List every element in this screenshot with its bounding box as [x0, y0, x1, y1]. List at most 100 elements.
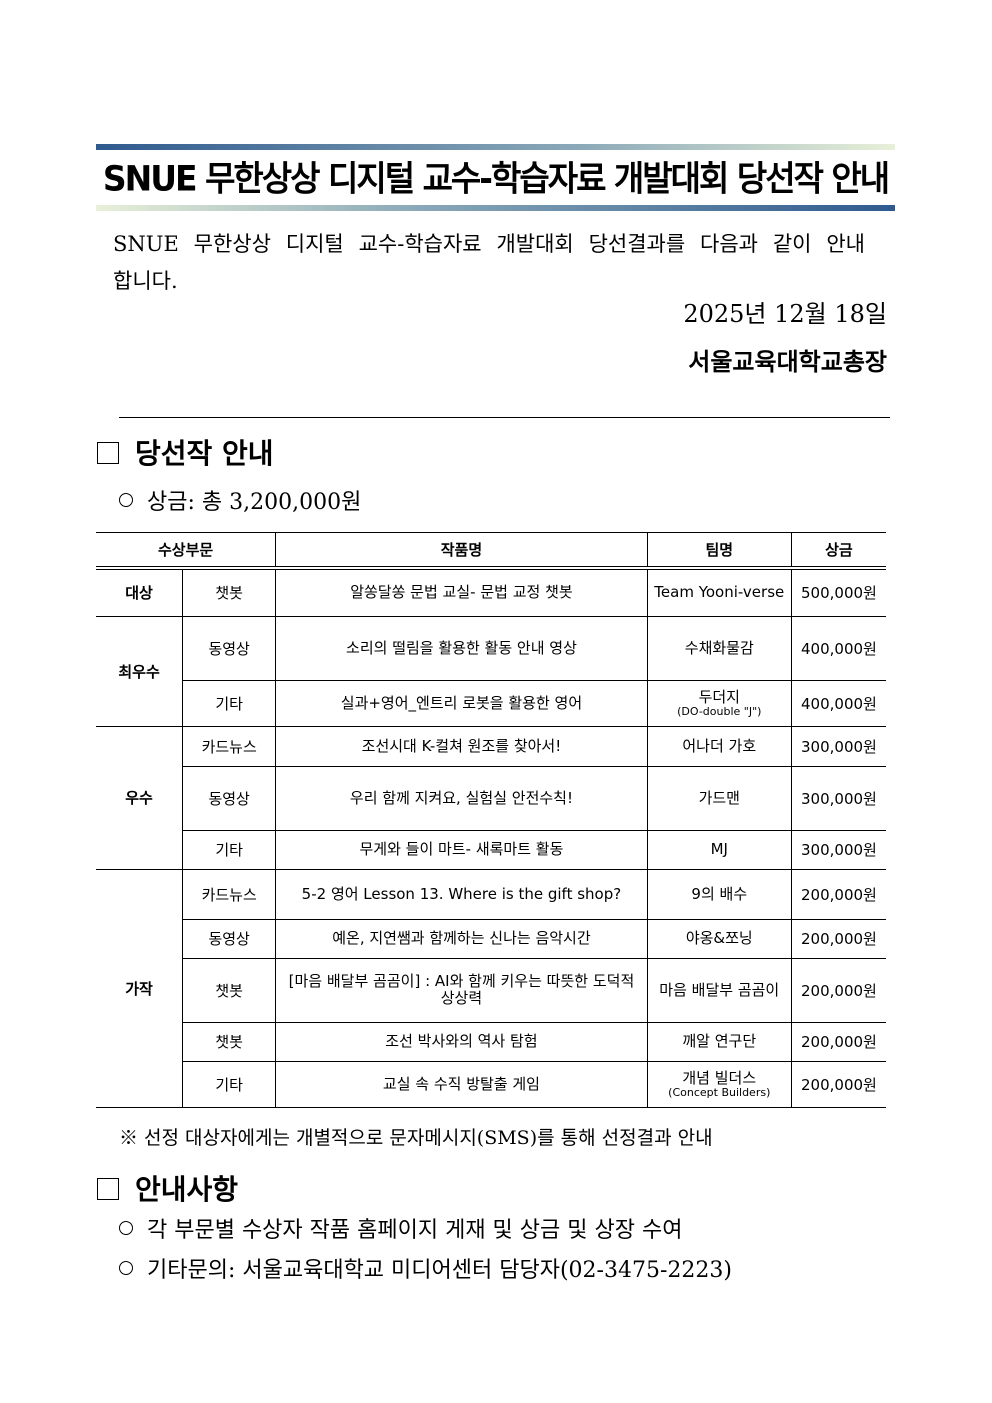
- section-heading-notice: 안내사항: [97, 1168, 238, 1208]
- circle-bullet-icon: [119, 1261, 133, 1275]
- notice-item: 각 부문별 수상자 작품 홈페이지 게재 및 상금 및 상장 수여: [119, 1212, 682, 1244]
- table-row: 동영상 우리 함께 지켜요, 실험실 안전수칙! 가드맨 300,000원: [96, 765, 886, 831]
- team-name: 개념 빌더스 (Concept Builders): [646, 1060, 792, 1108]
- team-name-text: 수채화물감: [684, 638, 754, 657]
- date: 2025년 12월 18일: [683, 300, 887, 328]
- table-row: 기타 무게와 들이 마트- 새록마트 활동 MJ 300,000원: [96, 829, 886, 870]
- work-title: 5-2 영어 Lesson 13. Where is the gift shop…: [275, 868, 648, 920]
- prize-amount: 400,000원: [790, 679, 886, 727]
- team-name: Team Yooni-verse: [646, 567, 792, 617]
- intro-text: SNUE 무한상상 디지털 교수-학습자료 개발대회 당선결과를 다음과 같이 …: [113, 232, 865, 293]
- award-category: 챗봇: [182, 1021, 277, 1062]
- circle-bullet-icon: [119, 493, 133, 507]
- work-title: 조선시대 K-컬쳐 원조를 찾아서!: [275, 725, 648, 767]
- award-category: 기타: [182, 829, 277, 870]
- table-row: 챗봇 [마음 배달부 곰곰이] : AI와 함께 키우는 따뜻한 도덕적 상상력 마…: [96, 957, 886, 1023]
- award-group: 최우수: [96, 615, 184, 727]
- team-name: 9의 배수: [646, 868, 792, 920]
- award-group: 대상: [96, 567, 184, 617]
- work-title: 예온, 지연쌤과 함께하는 신나는 음악시간: [275, 918, 648, 959]
- prize-amount: 200,000원: [790, 957, 886, 1023]
- note: ※ 선정 대상자에게는 개별적으로 문자메시지(SMS)를 통해 선정결과 안내: [119, 1127, 713, 1149]
- header-prize: 상금: [790, 532, 886, 570]
- team-name-sub: (Concept Builders): [668, 1085, 771, 1099]
- header-team: 팀명: [646, 532, 792, 570]
- prize-amount: 200,000원: [790, 918, 886, 959]
- notice-text: 기타문의: 서울교육대학교 미디어센터 담당자(02-3475-2223): [147, 1258, 732, 1283]
- prize-amount: 300,000원: [790, 829, 886, 870]
- notice-item: 기타문의: 서울교육대학교 미디어센터 담당자(02-3475-2223): [119, 1252, 732, 1284]
- table-row: 대상 챗봇 알쏭달쏭 문법 교실- 문법 교정 챗봇 Team Yooni-verse…: [96, 567, 886, 617]
- team-name-sub: (DO-double "J"): [677, 704, 762, 718]
- prize-amount: 300,000원: [790, 765, 886, 831]
- signer: 서울교육대학교총장: [688, 347, 887, 376]
- award-category: 동영상: [182, 918, 277, 959]
- team-name: 수채화물감: [646, 615, 792, 681]
- team-name-text: Team Yooni-verse: [654, 583, 785, 602]
- prize-amount: 400,000원: [790, 615, 886, 681]
- header-work: 작품명: [275, 532, 648, 570]
- team-name-text: 어나더 가호: [682, 736, 757, 755]
- prize-amount: 200,000원: [790, 868, 886, 920]
- circle-bullet-icon: [119, 1221, 133, 1235]
- team-name-text: MJ: [710, 840, 728, 858]
- team-name-text: 가드맨: [698, 788, 740, 807]
- team-name-text: 두더지: [698, 687, 740, 706]
- title-bar-bottom: [96, 205, 895, 211]
- table-row: 동영상 예온, 지연쌤과 함께하는 신나는 음악시간 야옹&쪼닝 200,000원: [96, 918, 886, 959]
- work-title: 조선 박사와의 역사 탐험: [275, 1021, 648, 1062]
- divider: [119, 417, 890, 418]
- prize-amount: 200,000원: [790, 1060, 886, 1108]
- team-name: 마음 배달부 곰곰이: [646, 957, 792, 1023]
- work-title: 우리 함께 지켜요, 실험실 안전수칙!: [275, 765, 648, 831]
- team-name: 두더지 (DO-double "J"): [646, 679, 792, 727]
- page-title: SNUE 무한상상 디지털 교수-학습자료 개발대회 당선작 안내: [102, 158, 890, 200]
- heading-text: 안내사항: [135, 1173, 239, 1206]
- work-title: [마음 배달부 곰곰이] : AI와 함께 키우는 따뜻한 도덕적 상상력: [275, 957, 648, 1023]
- header-category: 수상부문: [96, 532, 277, 570]
- table-row: 기타 실과+영어_엔트리 로봇을 활용한 영어 두더지 (DO-double "J")…: [96, 679, 886, 727]
- prize-total-text: 상금: 총 3,200,000원: [147, 490, 362, 515]
- work-title: 무게와 들이 마트- 새록마트 활동: [275, 829, 648, 870]
- award-category: 카드뉴스: [182, 725, 277, 767]
- award-category: 챗봇: [182, 957, 277, 1023]
- award-category: 기타: [182, 1060, 277, 1108]
- award-category: 동영상: [182, 615, 277, 681]
- prize-amount: 300,000원: [790, 725, 886, 767]
- work-title: 소리의 떨림을 활용한 활동 안내 영상: [275, 615, 648, 681]
- notice-text: 각 부문별 수상자 작품 홈페이지 게재 및 상금 및 상장 수여: [147, 1218, 683, 1243]
- title-bar-top: [96, 144, 895, 150]
- heading-text: 당선작 안내: [135, 437, 274, 470]
- prize-amount: 200,000원: [790, 1021, 886, 1062]
- section-heading-winners: 당선작 안내: [97, 432, 274, 472]
- table-row: 가작 카드뉴스 5-2 영어 Lesson 13. Where is the gif…: [96, 868, 886, 1108]
- team-name: MJ: [646, 829, 792, 870]
- team-name: 어나더 가호: [646, 725, 792, 767]
- award-category: 카드뉴스: [182, 868, 277, 920]
- team-name: 가드맨: [646, 765, 792, 831]
- award-category: 챗봇: [182, 567, 277, 617]
- team-name-text: 야옹&쪼닝: [685, 929, 753, 947]
- prize-total: 상금: 총 3,200,000원: [119, 484, 361, 516]
- team-name-text: 9의 배수: [691, 884, 748, 903]
- team-name: 야옹&쪼닝: [646, 918, 792, 959]
- work-title: 알쏭달쏭 문법 교실- 문법 교정 챗봇: [275, 567, 648, 617]
- award-category: 기타: [182, 679, 277, 727]
- winners-table: 수상부문 작품명 팀명 상금 대상 챗봇 알쏭달쏭 문법 교실- 문법 교정 챗봇 T…: [96, 532, 886, 1108]
- table-row: 우수 카드뉴스 조선시대 K-컬쳐 원조를 찾아서! 어나더 가호 300,000원: [96, 725, 886, 870]
- team-name: 깨알 연구단: [646, 1021, 792, 1062]
- square-icon: [97, 1178, 119, 1200]
- table-row: 기타 교실 속 수직 방탈출 게임 개념 빌더스 (Concept Builders)…: [96, 1060, 886, 1108]
- award-group: 우수: [96, 725, 184, 870]
- award-category: 동영상: [182, 765, 277, 831]
- team-name-text: 깨알 연구단: [682, 1032, 757, 1050]
- work-title: 실과+영어_엔트리 로봇을 활용한 영어: [275, 679, 648, 727]
- table-row: 최우수 동영상 소리의 떨림을 활용한 활동 안내 영상 수채화물감 400,000원: [96, 615, 886, 727]
- team-name-text: 개념 빌더스: [682, 1068, 757, 1087]
- prize-amount: 500,000원: [790, 567, 886, 617]
- award-group: 가작: [96, 868, 184, 1108]
- team-name-text: 마음 배달부 곰곰이: [659, 980, 780, 999]
- square-icon: [97, 442, 119, 464]
- work-title: 교실 속 수직 방탈출 게임: [275, 1060, 648, 1108]
